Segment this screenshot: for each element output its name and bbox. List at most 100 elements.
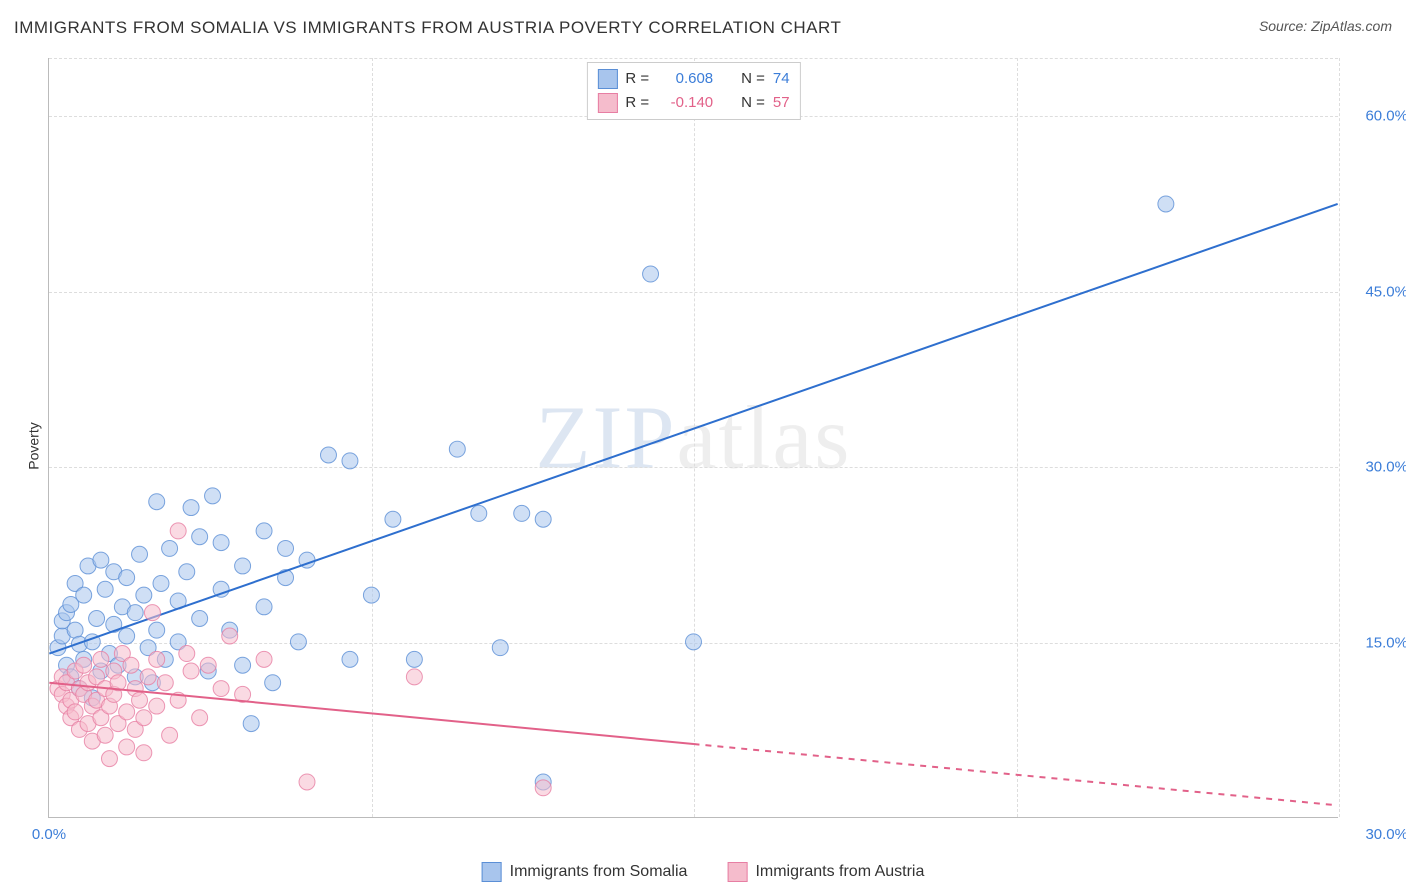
data-point xyxy=(93,651,109,667)
r-value-austria: -0.140 xyxy=(657,91,713,115)
data-point xyxy=(256,599,272,615)
data-point xyxy=(76,657,92,673)
data-point xyxy=(290,634,306,650)
regression-line xyxy=(49,204,1337,654)
data-point xyxy=(119,570,135,586)
data-point xyxy=(89,611,105,627)
correlation-stats-box: R = 0.608 N = 74 R = -0.140 N = 57 xyxy=(586,62,800,120)
legend-swatch-austria xyxy=(727,862,747,882)
data-point xyxy=(200,657,216,673)
gridline-vertical xyxy=(1339,58,1340,817)
legend-item-austria: Immigrants from Austria xyxy=(727,862,924,882)
data-point xyxy=(144,605,160,621)
data-point xyxy=(385,511,401,527)
n-value-somalia: 74 xyxy=(773,67,790,91)
data-point xyxy=(265,675,281,691)
legend-swatch-somalia xyxy=(482,862,502,882)
data-point xyxy=(162,540,178,556)
data-point xyxy=(140,669,156,685)
data-point xyxy=(256,651,272,667)
data-point xyxy=(514,505,530,521)
data-point xyxy=(222,628,238,644)
data-point xyxy=(119,704,135,720)
data-point xyxy=(363,587,379,603)
data-point xyxy=(183,663,199,679)
data-point xyxy=(97,727,113,743)
source-attribution: Source: ZipAtlas.com xyxy=(1259,18,1392,34)
chart-plot-area: ZIPatlas R = 0.608 N = 74 R = -0.140 N =… xyxy=(48,58,1338,818)
data-point xyxy=(97,581,113,597)
data-point xyxy=(136,745,152,761)
swatch-austria xyxy=(597,93,617,113)
data-point xyxy=(535,780,551,796)
data-point xyxy=(132,692,148,708)
legend-label-somalia: Immigrants from Somalia xyxy=(510,863,688,881)
data-point xyxy=(492,640,508,656)
data-point xyxy=(179,646,195,662)
y-tick-label: 30.0% xyxy=(1348,459,1406,476)
data-point xyxy=(170,523,186,539)
swatch-somalia xyxy=(597,69,617,89)
data-point xyxy=(278,540,294,556)
data-point xyxy=(149,622,165,638)
data-point xyxy=(205,488,221,504)
data-point xyxy=(157,675,173,691)
data-point xyxy=(320,447,336,463)
data-point xyxy=(149,494,165,510)
data-point xyxy=(342,453,358,469)
legend-label-austria: Immigrants from Austria xyxy=(755,863,924,881)
data-point xyxy=(136,710,152,726)
data-point xyxy=(449,441,465,457)
data-point xyxy=(136,587,152,603)
regression-line-dashed xyxy=(694,744,1338,805)
data-point xyxy=(406,651,422,667)
stat-row-somalia: R = 0.608 N = 74 xyxy=(597,67,789,91)
data-point xyxy=(686,634,702,650)
data-point xyxy=(119,628,135,644)
y-axis-label: Poverty xyxy=(26,422,42,469)
data-point xyxy=(535,511,551,527)
y-tick-label: 60.0% xyxy=(1348,108,1406,125)
data-point xyxy=(123,657,139,673)
chart-title: IMMIGRANTS FROM SOMALIA VS IMMIGRANTS FR… xyxy=(14,18,841,38)
data-point xyxy=(119,739,135,755)
data-point xyxy=(67,622,83,638)
data-point xyxy=(643,266,659,282)
data-point xyxy=(342,651,358,667)
data-point xyxy=(471,505,487,521)
scatter-plot-svg xyxy=(49,58,1338,817)
data-point xyxy=(67,704,83,720)
data-point xyxy=(235,657,251,673)
data-point xyxy=(149,698,165,714)
n-value-austria: 57 xyxy=(773,91,790,115)
data-point xyxy=(183,500,199,516)
data-point xyxy=(149,651,165,667)
legend-item-somalia: Immigrants from Somalia xyxy=(482,862,688,882)
data-point xyxy=(132,546,148,562)
data-point xyxy=(299,774,315,790)
chart-legend: Immigrants from Somalia Immigrants from … xyxy=(472,860,935,884)
x-tick-label: 30.0% xyxy=(1348,826,1406,843)
data-point xyxy=(192,529,208,545)
data-point xyxy=(127,605,143,621)
stat-row-austria: R = -0.140 N = 57 xyxy=(597,91,789,115)
data-point xyxy=(76,587,92,603)
data-point xyxy=(213,681,229,697)
data-point xyxy=(192,710,208,726)
data-point xyxy=(256,523,272,539)
y-tick-label: 15.0% xyxy=(1348,634,1406,651)
r-value-somalia: 0.608 xyxy=(657,67,713,91)
data-point xyxy=(192,611,208,627)
data-point xyxy=(93,552,109,568)
data-point xyxy=(213,535,229,551)
x-tick-label: 0.0% xyxy=(32,826,66,843)
data-point xyxy=(162,727,178,743)
data-point xyxy=(243,716,259,732)
data-point xyxy=(406,669,422,685)
data-point xyxy=(1158,196,1174,212)
data-point xyxy=(235,558,251,574)
data-point xyxy=(101,751,117,767)
y-tick-label: 45.0% xyxy=(1348,283,1406,300)
data-point xyxy=(153,575,169,591)
data-point xyxy=(179,564,195,580)
